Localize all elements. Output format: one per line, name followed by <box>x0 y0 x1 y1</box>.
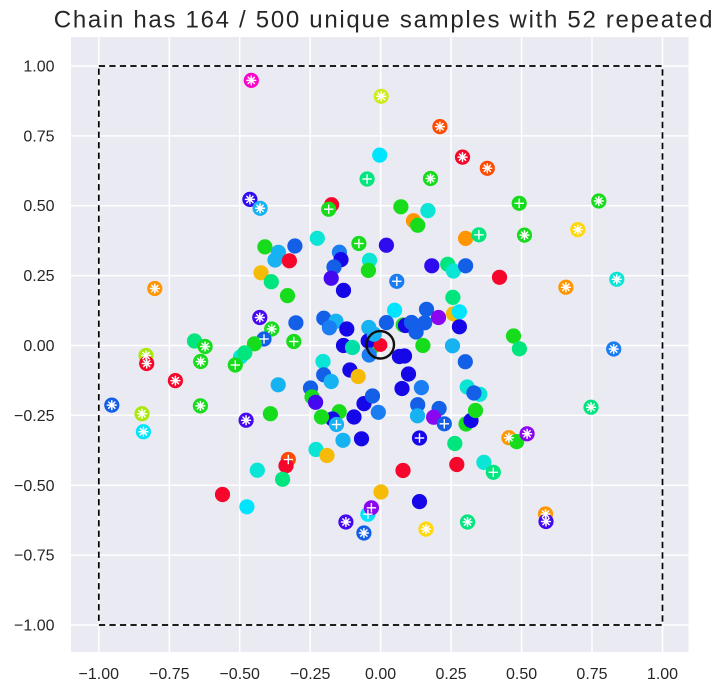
svg-text:0.00: 0.00 <box>365 666 396 683</box>
svg-text:−0.50: −0.50 <box>219 666 260 683</box>
svg-text:0.00: 0.00 <box>23 338 54 355</box>
svg-text:0.75: 0.75 <box>576 666 607 683</box>
svg-text:1.00: 1.00 <box>647 666 678 683</box>
svg-text:−1.00: −1.00 <box>14 618 55 635</box>
svg-text:−0.75: −0.75 <box>14 548 55 565</box>
svg-text:−0.25: −0.25 <box>290 666 331 683</box>
svg-text:−1.00: −1.00 <box>79 666 120 683</box>
svg-text:−0.75: −0.75 <box>149 666 190 683</box>
svg-text:−0.50: −0.50 <box>14 478 55 495</box>
svg-text:0.50: 0.50 <box>506 666 537 683</box>
svg-text:Chain has 164 / 500 unique sam: Chain has 164 / 500 unique samples with … <box>54 7 714 34</box>
svg-text:1.00: 1.00 <box>23 59 54 76</box>
svg-text:−0.25: −0.25 <box>14 408 55 425</box>
svg-text:0.25: 0.25 <box>436 666 467 683</box>
svg-text:0.50: 0.50 <box>23 198 54 215</box>
svg-text:0.25: 0.25 <box>23 268 54 285</box>
svg-text:0.75: 0.75 <box>23 128 54 145</box>
